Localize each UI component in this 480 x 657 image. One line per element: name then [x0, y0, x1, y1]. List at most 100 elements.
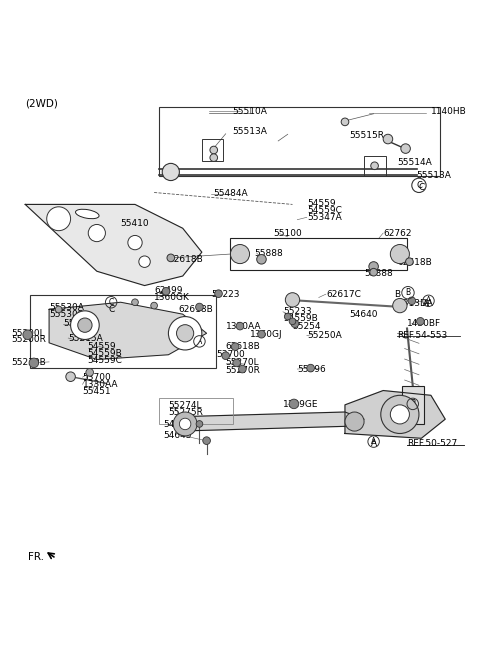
Text: 55484A: 55484A	[213, 189, 248, 198]
Text: B: B	[406, 288, 410, 297]
Circle shape	[390, 405, 409, 424]
Circle shape	[285, 293, 300, 307]
Circle shape	[381, 396, 419, 434]
Circle shape	[55, 306, 62, 313]
Circle shape	[307, 364, 314, 372]
Text: 62618B: 62618B	[178, 305, 213, 314]
Circle shape	[66, 372, 75, 382]
Circle shape	[341, 118, 349, 125]
Circle shape	[406, 258, 413, 265]
Polygon shape	[25, 204, 202, 286]
Circle shape	[196, 304, 203, 311]
Circle shape	[383, 134, 393, 144]
Text: 55230B: 55230B	[11, 358, 46, 367]
Circle shape	[369, 261, 378, 271]
Text: 55270R: 55270R	[226, 365, 261, 374]
Text: 62762: 62762	[383, 229, 412, 238]
Text: 55272: 55272	[63, 319, 92, 328]
Text: 55275R: 55275R	[168, 409, 204, 417]
Circle shape	[393, 298, 407, 313]
Text: 1360GJ: 1360GJ	[250, 330, 282, 339]
Text: 54645: 54645	[164, 420, 192, 430]
Text: 55347A: 55347A	[307, 213, 342, 222]
Circle shape	[88, 225, 106, 242]
Text: A: A	[371, 437, 376, 446]
Text: 55510A: 55510A	[232, 107, 267, 116]
Circle shape	[230, 244, 250, 263]
Text: 55100: 55100	[273, 229, 302, 238]
Bar	[30, 295, 216, 368]
Circle shape	[345, 412, 364, 431]
Circle shape	[128, 235, 142, 250]
Text: 1330AA: 1330AA	[83, 380, 118, 389]
Circle shape	[417, 317, 424, 325]
Text: 55396: 55396	[297, 365, 326, 374]
Text: 54559C: 54559C	[307, 206, 342, 215]
Text: FR.: FR.	[28, 552, 44, 562]
Circle shape	[23, 330, 33, 340]
Text: 62499: 62499	[154, 286, 182, 295]
Text: 55223: 55223	[211, 290, 240, 299]
Text: 62618B: 62618B	[168, 255, 203, 264]
Circle shape	[291, 320, 299, 328]
Text: 55515R: 55515R	[350, 131, 385, 140]
Circle shape	[289, 318, 296, 325]
Text: 1330AA: 1330AA	[226, 322, 261, 330]
Text: 1129GE: 1129GE	[283, 400, 318, 409]
Text: 55270L: 55270L	[226, 358, 259, 367]
Text: 55200L: 55200L	[11, 328, 45, 338]
Circle shape	[168, 317, 202, 350]
Circle shape	[408, 297, 416, 305]
Circle shape	[203, 437, 210, 445]
Text: 54645: 54645	[164, 432, 192, 440]
Circle shape	[233, 359, 240, 367]
Text: 1313DA: 1313DA	[397, 299, 433, 307]
Text: 54559: 54559	[87, 342, 116, 351]
Circle shape	[371, 162, 378, 170]
Text: (2WD): (2WD)	[25, 99, 58, 108]
Circle shape	[289, 399, 299, 409]
Text: 54559B: 54559B	[87, 349, 122, 358]
Text: A: A	[423, 299, 429, 307]
Text: C: C	[416, 181, 422, 190]
Circle shape	[239, 365, 246, 373]
Text: A: A	[371, 438, 377, 447]
Text: 55888: 55888	[254, 248, 283, 258]
Text: REF.50-527: REF.50-527	[407, 440, 457, 449]
Text: 53700: 53700	[216, 350, 245, 359]
Text: 1430BF: 1430BF	[407, 319, 441, 328]
Text: 55233: 55233	[283, 307, 312, 316]
Text: 1360GK: 1360GK	[154, 293, 190, 302]
Text: 62618B: 62618B	[226, 342, 261, 351]
Circle shape	[86, 369, 94, 376]
Circle shape	[231, 343, 239, 350]
Text: 1140HB: 1140HB	[431, 107, 467, 116]
Text: A: A	[426, 296, 431, 306]
Circle shape	[71, 311, 99, 340]
Circle shape	[258, 330, 265, 338]
Circle shape	[284, 313, 291, 320]
Text: 55254: 55254	[292, 322, 321, 330]
Circle shape	[370, 268, 377, 276]
Circle shape	[222, 352, 229, 359]
Circle shape	[162, 164, 180, 181]
Text: 55513A: 55513A	[417, 171, 452, 180]
Text: B: B	[410, 399, 415, 409]
Polygon shape	[49, 302, 206, 359]
Text: REF.54-553: REF.54-553	[397, 331, 448, 340]
Bar	[230, 238, 407, 270]
Text: 53700: 53700	[83, 373, 111, 382]
Circle shape	[236, 323, 244, 330]
Text: C: C	[108, 305, 114, 314]
Text: 55530A: 55530A	[49, 302, 84, 311]
Circle shape	[401, 144, 410, 153]
Text: 55250A: 55250A	[307, 331, 342, 340]
Bar	[159, 106, 441, 176]
Text: 55410: 55410	[120, 219, 149, 228]
Circle shape	[139, 256, 150, 267]
Circle shape	[215, 290, 222, 298]
Circle shape	[210, 147, 217, 154]
Text: 54559: 54559	[307, 199, 336, 208]
Circle shape	[210, 154, 217, 162]
Text: C: C	[108, 298, 114, 307]
